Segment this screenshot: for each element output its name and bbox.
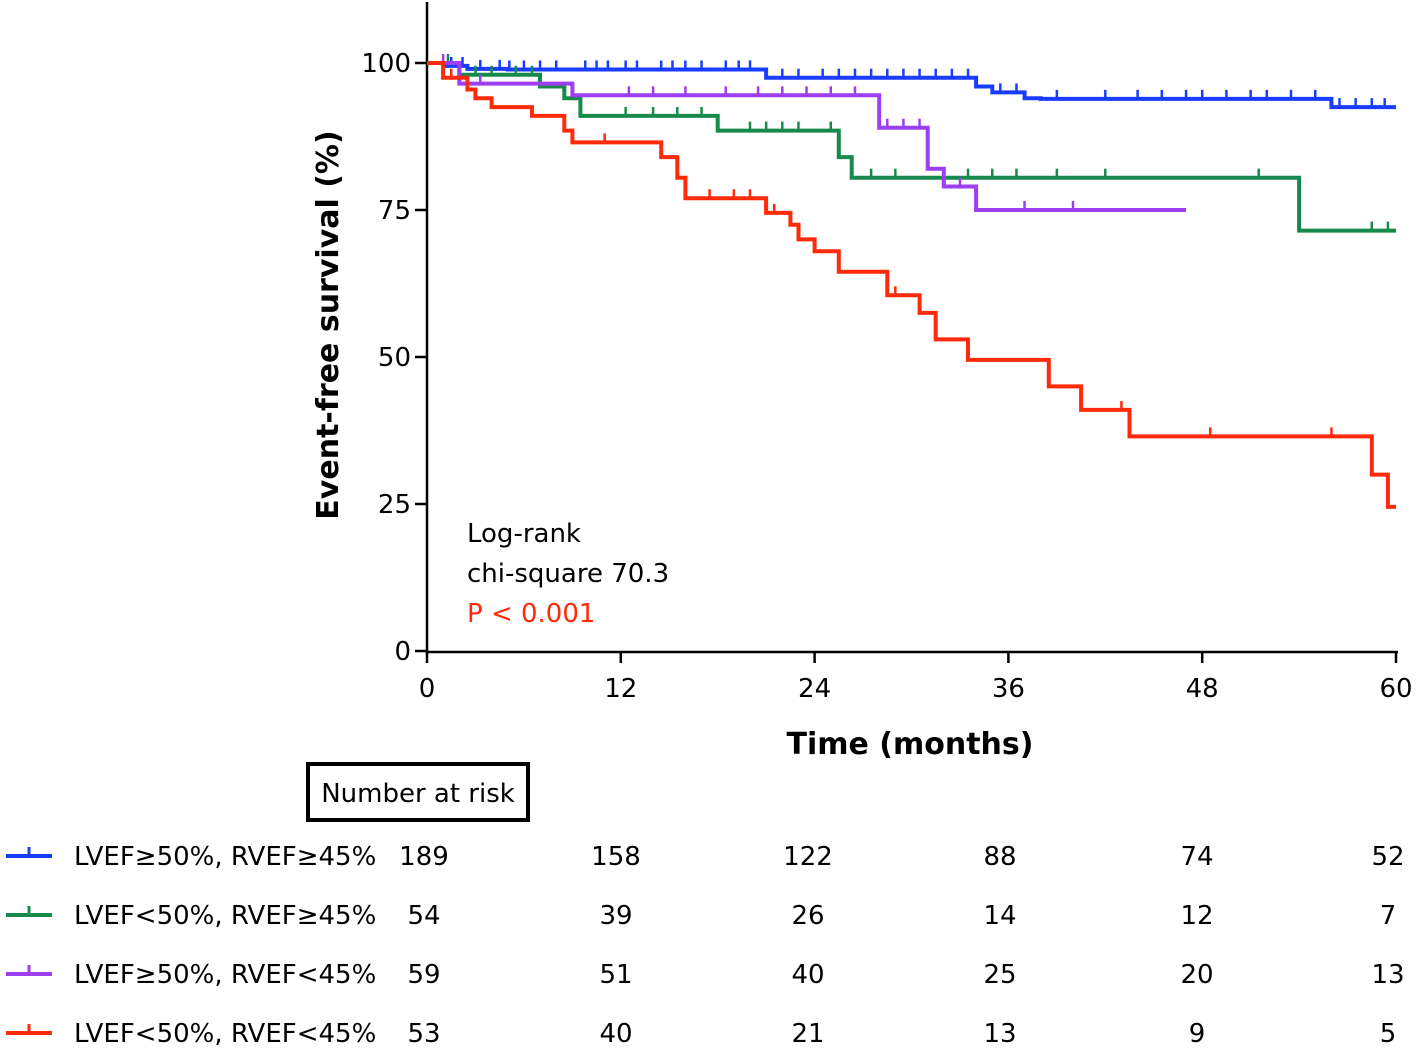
x-tick-label: 24: [798, 674, 831, 704]
series-group: [427, 54, 1396, 509]
risk-value: 59: [407, 960, 440, 990]
risk-value: 21: [791, 1019, 824, 1049]
risk-value: 54: [407, 901, 440, 931]
risk-row-label: LVEF≥50%, RVEF≥45%: [74, 842, 376, 872]
series-line: [427, 61, 1186, 212]
x-tick-label: 12: [604, 674, 637, 704]
risk-row-label: LVEF<50%, RVEF<45%: [74, 1019, 376, 1049]
risk-value: 12: [1180, 901, 1213, 931]
number-at-risk-title: Number at risk: [321, 779, 515, 809]
series-3: [427, 54, 1186, 212]
y-axis-title: Event-free survival (%): [311, 130, 346, 519]
risk-value: 13: [1371, 960, 1404, 990]
y-ticks: 0 25 50 75 100: [361, 49, 427, 667]
risk-value: 5: [1380, 1019, 1397, 1049]
series-2: [427, 54, 1396, 233]
risk-rows: LVEF≥50%, RVEF≥45% 189 158 122 88 74 52 LVEF<50…: [6, 842, 1405, 1049]
risk-value: 20: [1180, 960, 1213, 990]
x-axis-title: Time (months): [786, 727, 1033, 762]
series-line: [427, 61, 1396, 233]
p-value-text: P < 0.001: [467, 599, 595, 629]
risk-value: 122: [783, 842, 833, 872]
y-tick-label: 0: [394, 637, 411, 667]
risk-value: 25: [983, 960, 1016, 990]
y-tick-label: 50: [378, 343, 411, 373]
risk-value: 51: [599, 960, 632, 990]
series-line: [427, 61, 1396, 110]
risk-value: 9: [1189, 1019, 1206, 1049]
logrank-annotation: Log-rank chi-square 70.3 P < 0.001: [467, 519, 669, 629]
risk-value: 40: [599, 1019, 632, 1049]
risk-value: 13: [983, 1019, 1016, 1049]
risk-row: LVEF<50%, RVEF<45% 53 40 21 13 9 5: [6, 1019, 1396, 1049]
risk-row: LVEF<50%, RVEF≥45% 54 39 26 14 12 7: [6, 901, 1396, 931]
risk-value: 88: [983, 842, 1016, 872]
series-1: [427, 56, 1396, 110]
risk-row: LVEF≥50%, RVEF≥45% 189 158 122 88 74 52: [6, 842, 1405, 872]
statistic-text: chi-square 70.3: [467, 559, 669, 589]
number-at-risk-box: [306, 762, 530, 822]
risk-value: 26: [791, 901, 824, 931]
x-tick-label: 36: [992, 674, 1025, 704]
risk-value: 52: [1371, 842, 1404, 872]
risk-value: 53: [407, 1019, 440, 1049]
series-line: [427, 61, 1396, 509]
x-tick-label: 48: [1186, 674, 1219, 704]
risk-value: 189: [399, 842, 449, 872]
risk-value: 14: [983, 901, 1016, 931]
y-tick-label: 75: [378, 196, 411, 226]
test-name-text: Log-rank: [467, 519, 581, 549]
risk-value: 158: [591, 842, 641, 872]
x-tick-label: 60: [1379, 674, 1412, 704]
risk-row-label: LVEF<50%, RVEF≥45%: [74, 901, 376, 931]
risk-value: 39: [599, 901, 632, 931]
x-tick-label: 0: [419, 674, 436, 704]
axes: [425, 2, 1398, 654]
risk-value: 7: [1380, 901, 1397, 931]
series-4: [427, 61, 1396, 509]
risk-value: 40: [791, 960, 824, 990]
y-tick-label: 25: [378, 490, 411, 520]
risk-value: 74: [1180, 842, 1213, 872]
y-tick-label: 100: [361, 49, 411, 79]
risk-row-label: LVEF≥50%, RVEF<45%: [74, 960, 376, 990]
risk-row: LVEF≥50%, RVEF<45% 59 51 40 25 20 13: [6, 960, 1405, 990]
x-ticks: 0 12 24 36 48 60: [419, 651, 1413, 704]
number-at-risk-table: Number at risk LVEF≥50%, RVEF≥45% 189 158 1…: [6, 762, 1405, 1049]
